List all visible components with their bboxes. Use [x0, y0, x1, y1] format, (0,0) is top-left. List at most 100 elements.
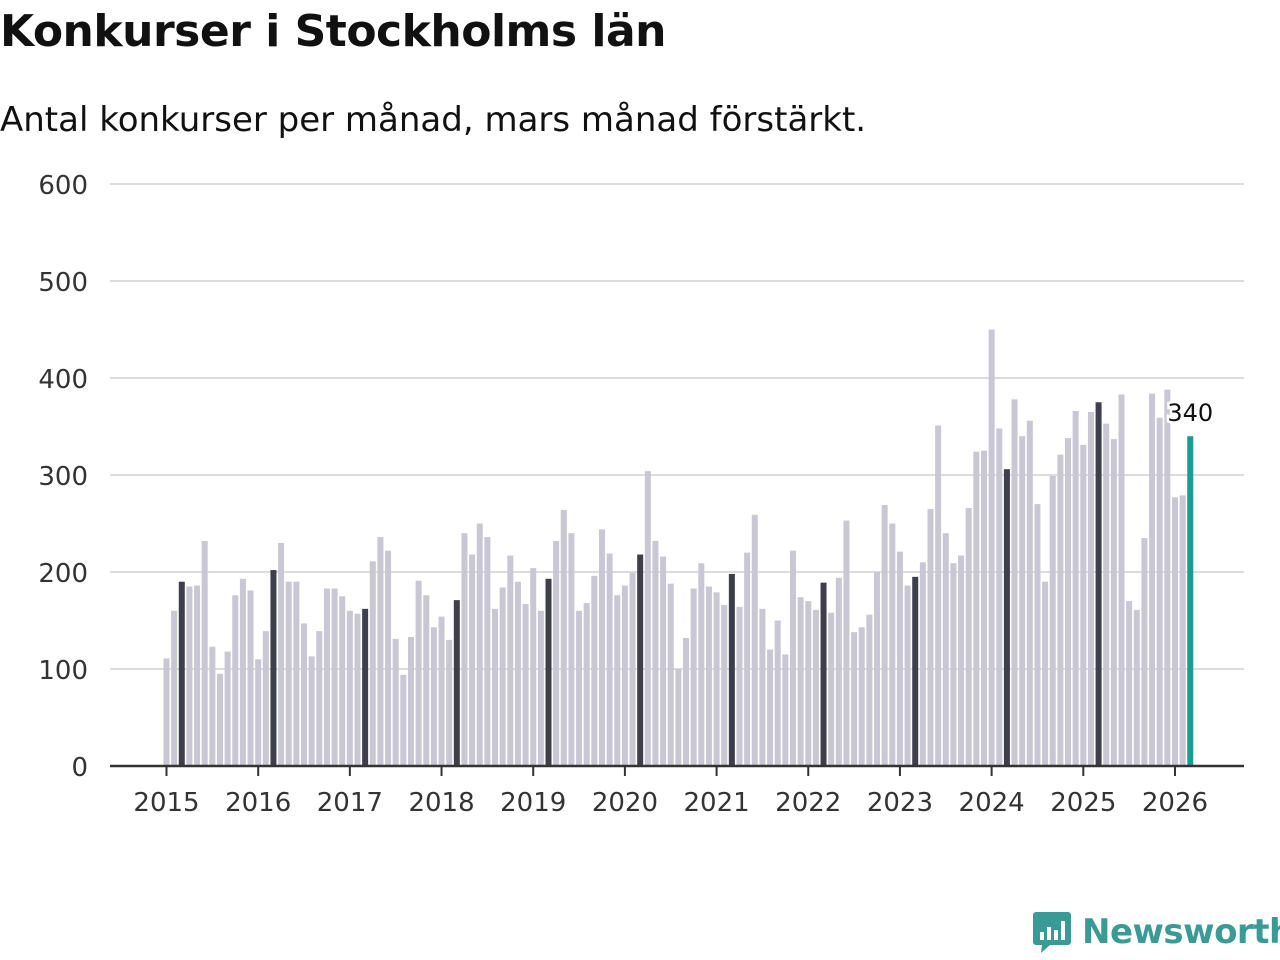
- bar: [171, 610, 178, 766]
- x-tick-label: 2021: [683, 788, 749, 818]
- bar: [958, 555, 965, 766]
- bar: [690, 588, 697, 766]
- x-tick-label: 2020: [592, 788, 658, 818]
- bar: [759, 608, 766, 766]
- bar: [805, 601, 812, 766]
- bar: [560, 509, 567, 766]
- bar: [453, 600, 460, 766]
- bar: [1080, 444, 1087, 766]
- bar: [1179, 495, 1186, 766]
- bar: [973, 451, 980, 766]
- bar: [1065, 438, 1072, 766]
- bar: [346, 610, 353, 766]
- bar: [721, 604, 728, 766]
- bar: [820, 582, 827, 766]
- bar-series: [163, 329, 1194, 766]
- bar: [1126, 601, 1133, 766]
- bar: [224, 651, 231, 766]
- bar: [812, 609, 819, 766]
- bar: [644, 471, 651, 766]
- bar: [583, 603, 590, 766]
- y-tick-label: 100: [38, 656, 88, 686]
- x-tick-label: 2019: [500, 788, 566, 818]
- bar: [186, 586, 193, 766]
- bar: [377, 537, 384, 766]
- bar: [1110, 439, 1117, 766]
- bar: [935, 425, 942, 766]
- bar: [637, 554, 644, 766]
- bar: [797, 597, 804, 766]
- bar: [1003, 469, 1010, 766]
- bar: [423, 595, 430, 766]
- bar: [889, 523, 896, 766]
- x-tick-label: 2025: [1050, 788, 1116, 818]
- bar: [621, 585, 628, 766]
- bar: [194, 585, 201, 766]
- bar: [942, 533, 949, 766]
- bar: [927, 508, 934, 766]
- latest-value-label: 340: [1167, 399, 1213, 427]
- bar: [339, 596, 346, 766]
- bar: [767, 649, 774, 766]
- y-tick-label: 200: [38, 559, 88, 589]
- bar: [904, 585, 911, 766]
- bar: [1087, 411, 1094, 766]
- bar: [1095, 402, 1102, 766]
- y-tick-label: 500: [38, 268, 88, 298]
- x-tick-label: 2016: [225, 788, 291, 818]
- bar: [492, 608, 499, 766]
- bar: [522, 604, 529, 766]
- bar: [270, 570, 277, 766]
- bar: [789, 550, 796, 766]
- newsworthy-logo-icon: [1033, 912, 1071, 953]
- bar: [1072, 410, 1079, 766]
- bar: [1141, 538, 1148, 766]
- x-tick-label: 2022: [775, 788, 841, 818]
- bar: [591, 575, 598, 766]
- bar: [1042, 581, 1049, 766]
- bar: [430, 627, 437, 766]
- bar: [912, 576, 919, 766]
- bar: [1171, 497, 1178, 766]
- bar: [667, 583, 674, 766]
- bar: [201, 540, 208, 766]
- bar: [980, 450, 987, 766]
- bar: [866, 614, 873, 766]
- bar: [828, 612, 835, 766]
- brand-name: Newsworthy: [1082, 912, 1280, 952]
- y-axis-ticks: 0 100 200 300 400 500 600: [38, 171, 88, 783]
- bar: [514, 581, 521, 766]
- bar: [293, 581, 300, 766]
- bar: [744, 552, 751, 766]
- bar: [385, 550, 392, 766]
- bar: [736, 606, 743, 766]
- bar: [996, 428, 1003, 766]
- bar: [1133, 609, 1140, 766]
- bar: [629, 572, 636, 766]
- y-tick-label: 300: [38, 462, 88, 492]
- bar: [774, 620, 781, 766]
- bar: [919, 562, 926, 766]
- bar: [858, 627, 865, 766]
- bar: [705, 586, 712, 766]
- bar: [843, 520, 850, 766]
- bar: [278, 542, 285, 766]
- bar: [1187, 436, 1194, 766]
- x-tick-label: 2015: [133, 788, 199, 818]
- bar: [1164, 389, 1171, 766]
- bar: [484, 537, 491, 766]
- annotations: 340: [1165, 397, 1216, 430]
- bar: [392, 638, 399, 766]
- bar: [874, 572, 881, 766]
- bar: [1049, 475, 1056, 766]
- bar: [851, 632, 858, 766]
- bar: [835, 577, 842, 766]
- bar: [1019, 436, 1026, 766]
- bar: [1156, 417, 1163, 766]
- bar: [553, 540, 560, 766]
- bar: [576, 610, 583, 766]
- bar: [545, 578, 552, 766]
- bar: [568, 533, 575, 766]
- chart-title: Konkurser i Stockholms län: [0, 6, 667, 57]
- y-tick-label: 400: [38, 365, 88, 395]
